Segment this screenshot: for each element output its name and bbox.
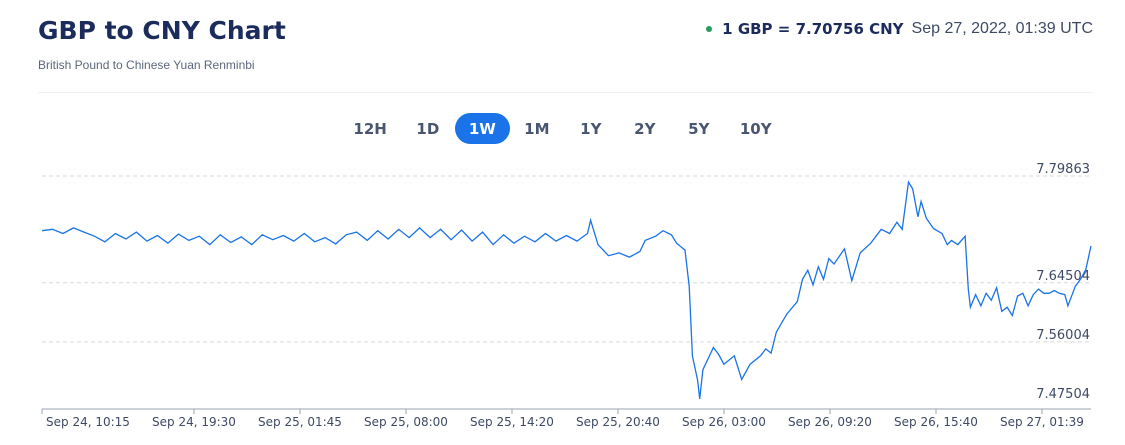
timeframe-tabs: 12H 1D 1W 1M 1Y 2Y 5Y 10Y bbox=[0, 113, 1125, 144]
current-rate: 1 GBP = 7.70756 CNY Sep 27, 2022, 01:39 … bbox=[706, 20, 1093, 38]
tab-1w[interactable]: 1W bbox=[454, 113, 510, 144]
tab-12h[interactable]: 12H bbox=[353, 119, 387, 138]
x-axis-ticks: Sep 24, 10:15 Sep 24, 19:30 Sep 25, 01:45 S… bbox=[41, 409, 1084, 429]
x-tick-label: Sep 26, 15:40 bbox=[894, 415, 978, 429]
x-tick-label: Sep 26, 03:00 bbox=[682, 415, 766, 429]
tab-1m[interactable]: 1M bbox=[524, 119, 550, 138]
y-tick-label: 7.47504 bbox=[1036, 387, 1090, 402]
rate-chart[interactable]: 7.79863 7.64504 7.56004 7.47504 Sep 24, 10:… bbox=[0, 160, 1125, 445]
tab-1y[interactable]: 1Y bbox=[580, 119, 602, 138]
x-tick-label: Sep 25, 14:20 bbox=[470, 415, 554, 429]
rate-timestamp: Sep 27, 2022, 01:39 UTC bbox=[911, 20, 1093, 37]
x-tick-label: Sep 25, 01:45 bbox=[258, 415, 342, 429]
x-tick-label: Sep 27, 01:39 bbox=[1000, 415, 1084, 429]
live-status-dot-icon bbox=[706, 26, 713, 32]
x-tick-label: Sep 25, 20:40 bbox=[576, 415, 660, 429]
x-tick-label: Sep 24, 10:15 bbox=[46, 415, 130, 429]
rate-value: 1 GBP = 7.70756 CNY bbox=[722, 20, 904, 38]
tab-1d[interactable]: 1D bbox=[416, 119, 440, 138]
x-tick-label: Sep 26, 09:20 bbox=[788, 415, 872, 429]
y-tick-label: 7.64504 bbox=[1036, 269, 1090, 284]
tab-10y[interactable]: 10Y bbox=[739, 119, 772, 138]
x-tick-label: Sep 24, 19:30 bbox=[152, 415, 236, 429]
header-divider bbox=[38, 92, 1093, 93]
tab-2y[interactable]: 2Y bbox=[634, 119, 656, 138]
y-axis-labels: 7.79863 7.64504 7.56004 7.47504 bbox=[1036, 162, 1090, 402]
y-tick-label: 7.79863 bbox=[1036, 162, 1090, 177]
y-tick-label: 7.56004 bbox=[1036, 328, 1090, 343]
tab-5y[interactable]: 5Y bbox=[688, 119, 710, 138]
page-subtitle: British Pound to Chinese Yuan Renminbi bbox=[38, 58, 255, 72]
series-line bbox=[41, 180, 1092, 399]
chart-gridlines bbox=[42, 175, 1091, 343]
x-tick-label: Sep 25, 08:00 bbox=[364, 415, 448, 429]
page-title: GBP to CNY Chart bbox=[38, 16, 286, 45]
